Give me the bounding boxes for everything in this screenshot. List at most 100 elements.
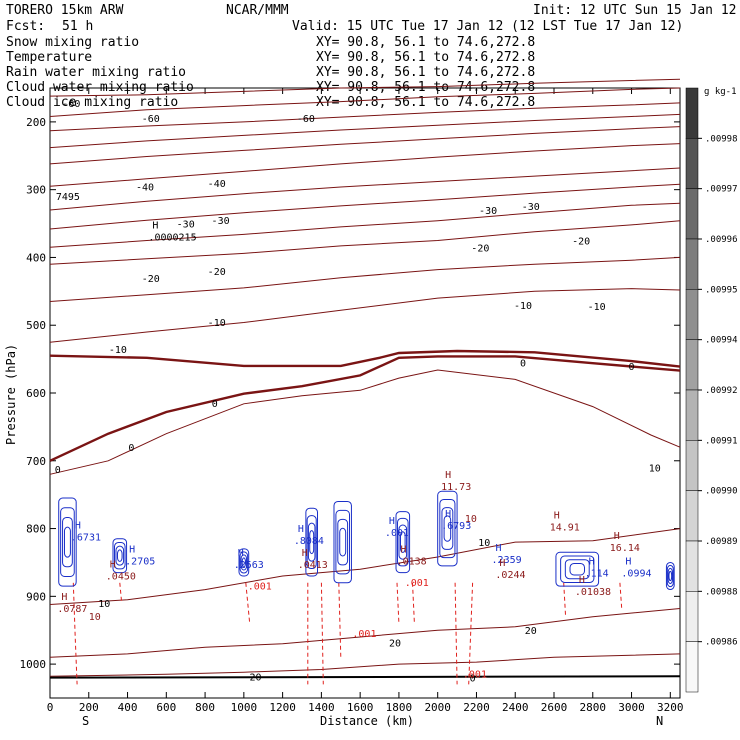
y-tick-label: 300 (26, 184, 46, 197)
contour-label: -60 (297, 114, 315, 125)
cloud-water-contour (115, 545, 125, 566)
colorbar-label: .00994 (705, 336, 738, 346)
colorbar-label: .00995 (705, 285, 738, 295)
forecast-hours: 51 h (62, 19, 93, 34)
cloud-water-contour (564, 559, 590, 580)
high-value: .6731 (71, 533, 101, 544)
field-name: Snow mixing ratio (6, 35, 139, 50)
contour-label: 0 (520, 359, 526, 370)
field-value-label: .001 (352, 629, 376, 640)
colorbar-label: .00996 (705, 235, 738, 245)
colorbar-swatch (685, 591, 699, 642)
colorbar-label: .00988 (705, 587, 738, 597)
high-value: .0413 (298, 560, 328, 571)
rain-water-contour (338, 582, 342, 658)
high-value: .001 (385, 528, 409, 539)
high-value: 16.14 (610, 543, 640, 554)
cloud-water-contour (667, 567, 673, 585)
contour-label: -60 (62, 99, 80, 110)
forecast-label: Fcst: (6, 19, 45, 34)
high-marker: H (75, 521, 81, 532)
high-value: .6793 (441, 521, 471, 532)
cloud-water-contour (569, 562, 586, 576)
high-marker: H (445, 509, 451, 520)
cloud-water-contour (399, 531, 406, 553)
cloud-water-contour (339, 527, 347, 557)
high-marker: H (61, 592, 67, 603)
x-tick-label: 600 (156, 701, 176, 714)
colorbar-swatch (685, 641, 699, 693)
y-tick-label: 700 (26, 455, 46, 468)
x-tick-label: 1400 (308, 701, 335, 714)
temperature-contour (49, 113, 681, 149)
cloud-water-contour (437, 490, 458, 567)
contour-label: 0 (212, 399, 218, 410)
high-marker: H (445, 470, 451, 481)
contour-label: -10 (109, 345, 127, 356)
contour-label: -10 (208, 318, 226, 329)
field-value-label: .001 (405, 578, 429, 589)
y-tick-label: 1000 (20, 658, 47, 671)
colorbar-label: .00991 (705, 436, 738, 446)
cloud-water-contour (668, 570, 673, 582)
colorbar-unit: g kg-1 (704, 87, 737, 97)
contour-label: 10 (98, 599, 110, 610)
cloud-water-contour (238, 548, 250, 577)
high-marker: H (579, 575, 585, 586)
cloud-water-contour (555, 551, 600, 587)
field-section: XY= 90.8, 56.1 to 74.6,272.8 (316, 35, 535, 50)
contour-label: 10 (649, 464, 661, 475)
cloud-water-contour (560, 555, 595, 583)
y-axis-label: Pressure (hPa) (4, 344, 18, 445)
temperature-contour (49, 183, 681, 230)
x-tick-label: 400 (118, 701, 138, 714)
y-tick-label: 500 (26, 319, 46, 332)
high-value: .2563 (234, 560, 264, 571)
temperature-contour (49, 202, 681, 248)
field-name: Cloud ice mixing ratio (6, 95, 178, 110)
valid-time: Valid: 15 UTC Tue 17 Jan 12 (12 LST Tue … (292, 19, 683, 34)
rain-water-contour (619, 582, 623, 610)
x-tick-label: 3200 (657, 701, 684, 714)
contour-label: -30 (479, 206, 497, 217)
contour-label: -20 (142, 274, 160, 285)
contour-label: 0 (629, 362, 635, 373)
temperature-contour (49, 288, 681, 343)
temperature-contour (49, 653, 681, 677)
colorbar-label: .00997 (705, 185, 738, 195)
cloud-water-contour (443, 515, 452, 542)
y-tick-label: 200 (26, 116, 46, 129)
temperature-contour (49, 256, 681, 302)
contour-label: -10 (588, 302, 606, 313)
x-tick-label: 800 (195, 701, 215, 714)
x-tick-label: 1800 (386, 701, 413, 714)
x-tick-label: 1600 (347, 701, 374, 714)
rain-water-contour (468, 582, 474, 685)
model-label: TORERO 15km ARW (6, 3, 124, 18)
rain-water-contour (72, 582, 78, 685)
cloud-water-contour (337, 518, 349, 566)
colorbar-swatch (685, 238, 699, 290)
colorbar-swatch (685, 440, 699, 491)
contour-label: 0 (55, 465, 61, 476)
colorbar-label: .00998 (705, 134, 738, 144)
plot-frame (49, 87, 681, 699)
colorbar-swatch (685, 138, 699, 189)
cloud-water-contour (398, 524, 408, 560)
colorbar-label: .00990 (705, 487, 738, 497)
contour-label: 0 (470, 674, 476, 685)
cloud-water-contour (240, 554, 248, 571)
cloud-water-contour (62, 516, 73, 568)
field-section: XY= 90.8, 56.1 to 74.6,272.8 (316, 65, 535, 80)
rain-water-contour (396, 582, 400, 624)
temperature-contour (49, 220, 681, 265)
contour-label: -30 (177, 220, 195, 231)
high-marker: H (625, 557, 631, 568)
cloud-water-contour (333, 500, 352, 584)
temperature-contour (49, 78, 681, 97)
x-tick-label: 3000 (618, 701, 645, 714)
field-name: Rain water mixing ratio (6, 65, 186, 80)
x-tick-label: 2400 (502, 701, 529, 714)
temperature-contour (49, 167, 681, 211)
colorbar-swatch (685, 289, 699, 340)
